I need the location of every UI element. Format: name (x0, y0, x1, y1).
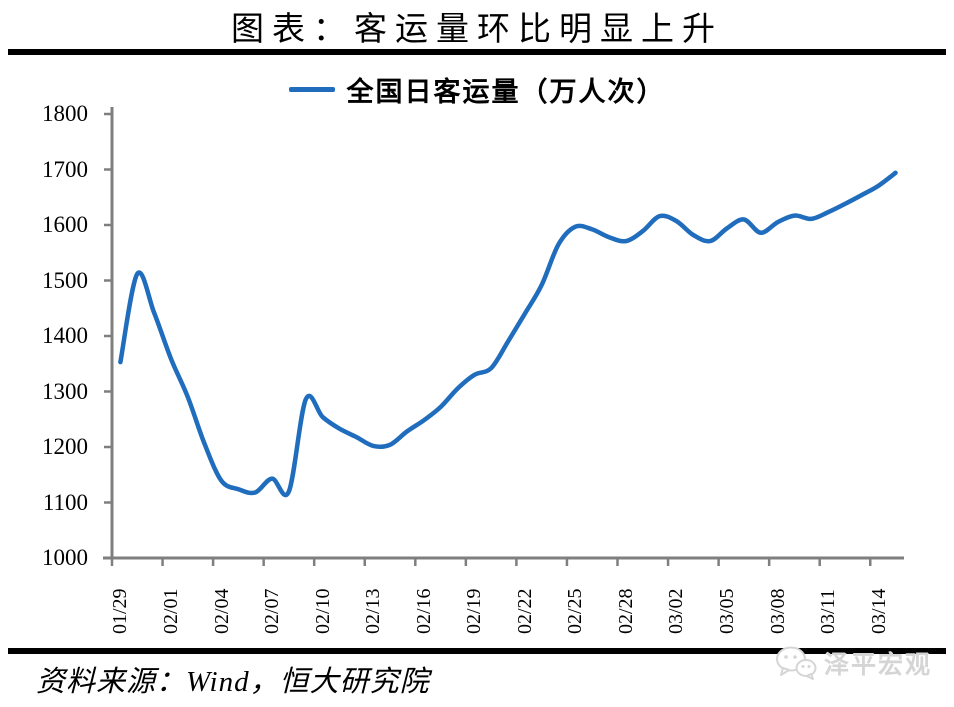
brand-watermark: 泽平宏观 (775, 645, 932, 681)
x-axis-label: 02/28 (614, 588, 637, 634)
y-axis-label: 1600 (42, 212, 88, 237)
x-axis-label: 02/22 (513, 588, 536, 634)
y-axis-label: 1700 (42, 156, 88, 182)
x-axis-label: 02/10 (311, 588, 334, 634)
x-axis-label: 03/08 (766, 588, 789, 634)
data-line (118, 170, 898, 498)
source-text: 资料来源：Wind，恒大研究院 (36, 666, 430, 698)
x-axis-label: 02/16 (412, 588, 435, 634)
x-axis-label: 01/29 (109, 588, 132, 634)
x-axis-label: 03/05 (716, 588, 739, 634)
x-axis-label: 02/07 (261, 588, 284, 634)
x-axis-label: 03/11 (817, 589, 840, 634)
y-axis-label: 1800 (42, 101, 88, 126)
top-rule (8, 49, 946, 55)
y-axis-label: 1400 (42, 323, 88, 348)
legend: 全国日客运量（万人次） (0, 70, 954, 109)
brand-name: 泽平宏观 (823, 652, 932, 679)
x-axis-label: 02/13 (362, 588, 385, 634)
page-title: 图表：客运量环比明显上升 (231, 12, 723, 48)
wechat-icon (775, 646, 817, 680)
x-axis-label: 02/01 (159, 588, 182, 634)
y-axis-label: 1200 (42, 434, 88, 459)
x-axis-label: 02/04 (210, 588, 233, 634)
y-axis-label: 1000 (42, 545, 88, 570)
legend-line-swatch (288, 87, 335, 92)
legend-label: 全国日客运量（万人次） (346, 77, 666, 107)
x-axis-label: 02/19 (463, 588, 486, 634)
bottom-rule (8, 648, 946, 654)
y-axis-label: 1300 (42, 378, 88, 404)
y-axis-label: 1100 (42, 489, 88, 515)
x-axis-label: 02/25 (564, 588, 587, 634)
y-axis-label: 1500 (42, 267, 88, 293)
x-axis-label: 03/14 (867, 588, 890, 634)
x-axis-label: 03/02 (665, 588, 688, 634)
